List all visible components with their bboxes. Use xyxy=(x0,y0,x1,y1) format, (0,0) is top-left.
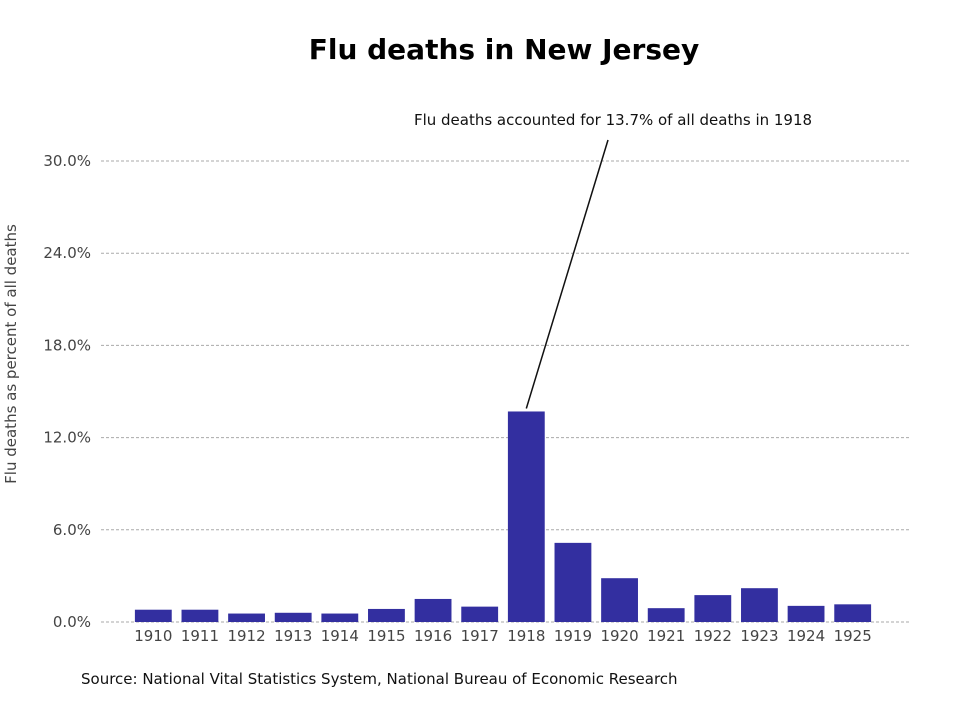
x-tick-label: 1925 xyxy=(834,627,872,645)
bar xyxy=(181,609,219,622)
x-tick-label: 1913 xyxy=(274,627,312,645)
annotation-arrow xyxy=(525,139,609,409)
bar xyxy=(507,411,545,622)
bar xyxy=(134,609,172,622)
x-tick-label: 1924 xyxy=(787,627,825,645)
bar xyxy=(228,613,265,622)
bar xyxy=(694,595,732,622)
y-tick-label: 12.0% xyxy=(43,429,91,447)
bar xyxy=(741,588,778,622)
y-tick-label: 6.0% xyxy=(53,521,91,539)
y-tick-label: 0.0% xyxy=(53,613,91,631)
y-tick-label: 18.0% xyxy=(43,336,91,354)
source-note: Source: National Vital Statistics System… xyxy=(81,670,678,688)
x-tick-label: 1922 xyxy=(694,627,732,645)
x-tick-label: 1916 xyxy=(414,627,452,645)
bar xyxy=(834,604,872,622)
x-tick-label: 1917 xyxy=(461,627,499,645)
x-tick-label: 1915 xyxy=(367,627,405,645)
bar xyxy=(461,606,499,622)
bar xyxy=(368,608,405,622)
x-tick-label: 1918 xyxy=(507,627,545,645)
y-axis-label: Flu deaths as percent of all deaths xyxy=(2,224,20,484)
x-tick-label: 1919 xyxy=(554,627,592,645)
x-tick-label: 1923 xyxy=(740,627,778,645)
bar xyxy=(601,578,638,622)
bar xyxy=(554,542,592,622)
x-axis-ticks: 1910 1911 1912 1913 1914 1915 1916 1917 1918 1919… xyxy=(134,627,872,645)
bar xyxy=(647,608,685,622)
bar xyxy=(787,605,825,622)
x-tick-label: 1920 xyxy=(600,627,638,645)
y-tick-label: 30.0% xyxy=(43,152,91,170)
x-tick-label: 1911 xyxy=(181,627,219,645)
gridlines xyxy=(101,160,910,623)
bar xyxy=(414,598,452,622)
y-tick-label: 24.0% xyxy=(43,244,91,262)
bars xyxy=(134,411,872,622)
x-tick-label: 1910 xyxy=(134,627,172,645)
y-axis-ticks: 0.0% 6.0% 12.0% 18.0% 24.0% 30.0% xyxy=(43,152,91,631)
bar xyxy=(274,612,312,622)
x-tick-label: 1921 xyxy=(647,627,685,645)
chart-title: Flu deaths in New Jersey xyxy=(309,33,700,66)
x-tick-label: 1914 xyxy=(321,627,359,645)
x-tick-label: 1912 xyxy=(227,627,265,645)
annotation-text: Flu deaths accounted for 13.7% of all de… xyxy=(414,111,812,129)
bar xyxy=(321,613,359,622)
